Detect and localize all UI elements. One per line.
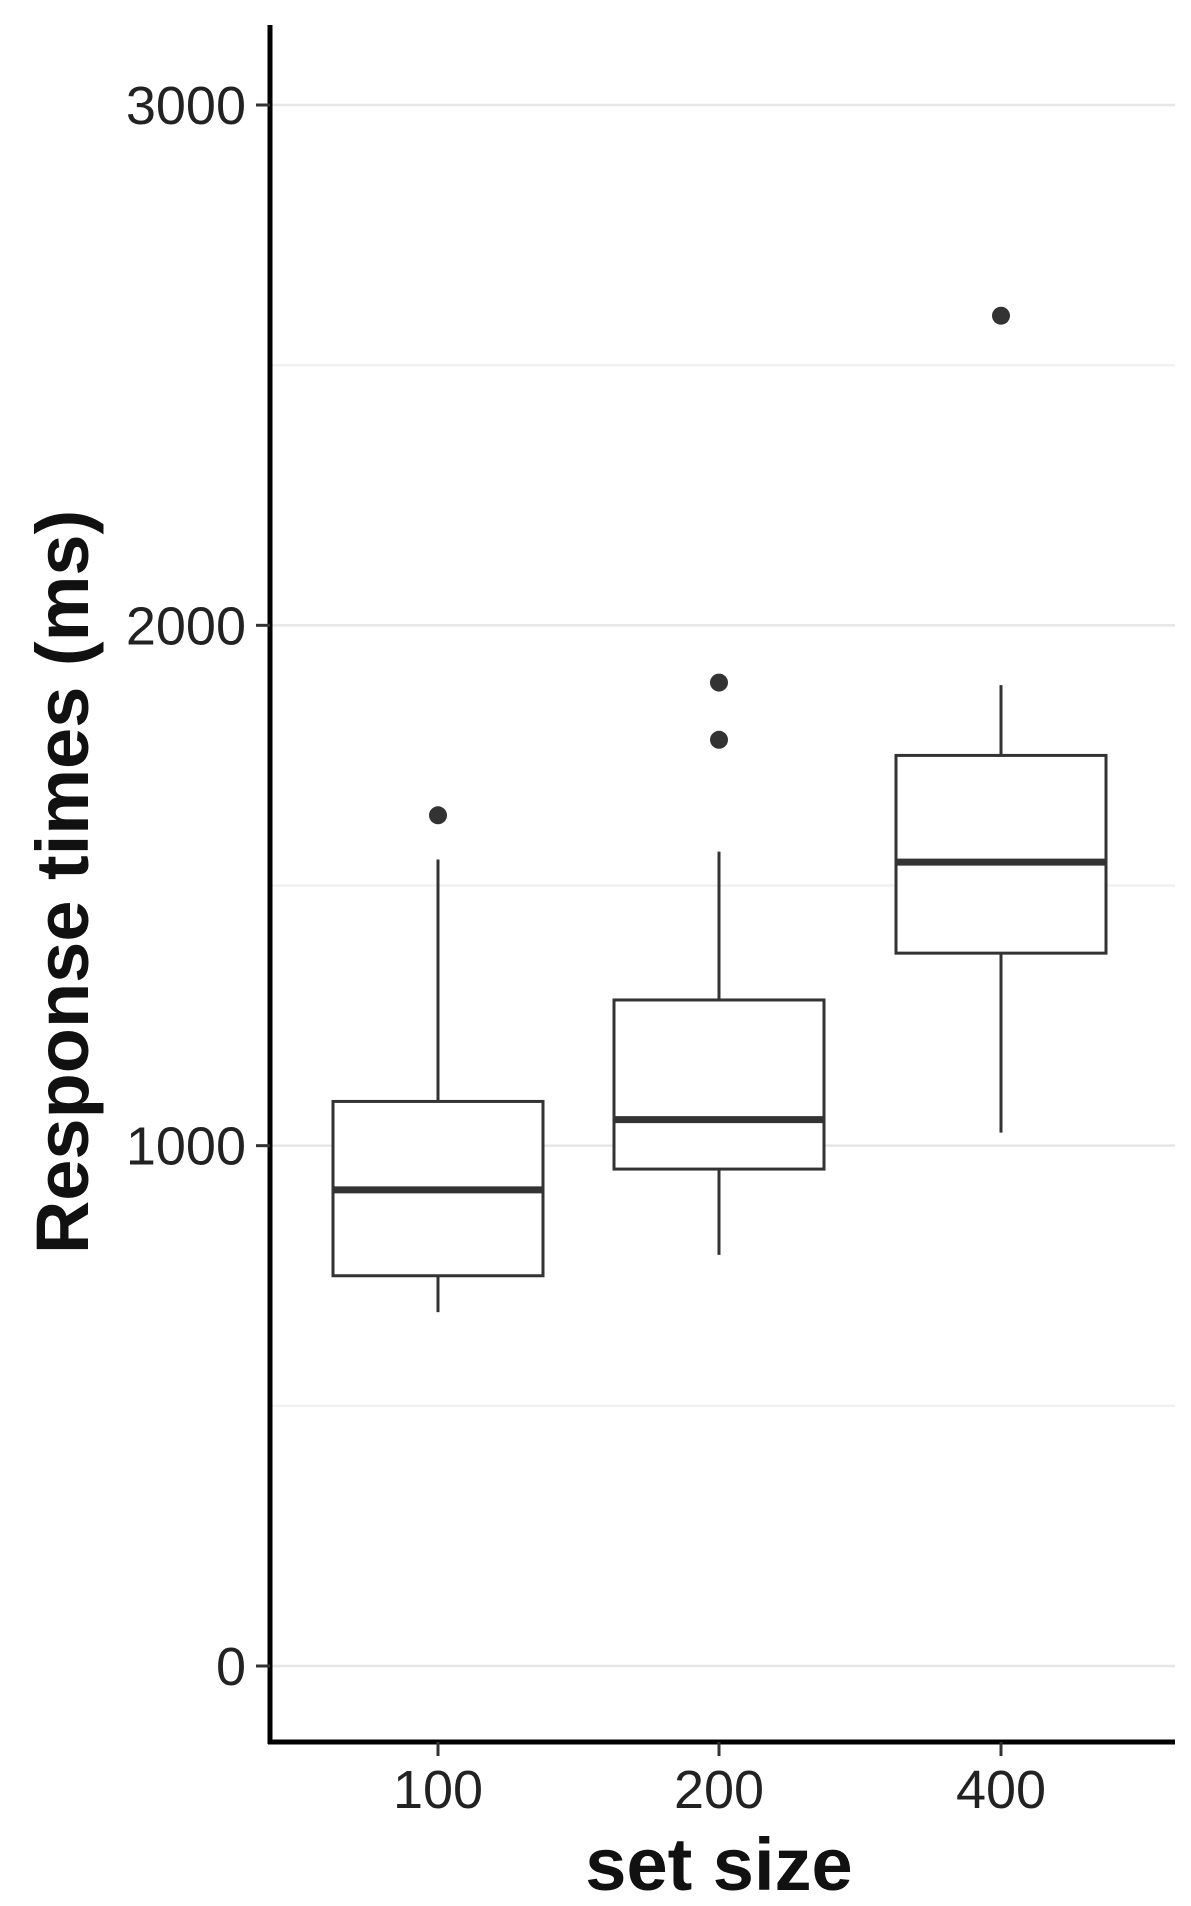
box-100 xyxy=(331,806,545,1313)
outlier-point xyxy=(710,673,728,692)
y-tick-label: 1000 xyxy=(126,1117,246,1177)
x-tick-label: 200 xyxy=(674,1760,764,1820)
box-400 xyxy=(894,306,1108,1133)
boxes xyxy=(331,306,1108,1313)
y-tick-label: 2000 xyxy=(126,596,246,656)
outlier-point xyxy=(429,806,447,825)
outlier-point xyxy=(992,306,1010,325)
axes xyxy=(267,25,1175,1745)
y-tick-label: 3000 xyxy=(126,76,246,136)
outlier-point xyxy=(710,730,728,749)
iqr-box xyxy=(612,998,826,1171)
box-200 xyxy=(612,673,826,1255)
x-axis-title: set size xyxy=(585,1823,852,1906)
y-tick-label: 0 xyxy=(216,1637,246,1697)
y-axis-title: Response times (ms) xyxy=(21,510,104,1254)
x-tick-label: 100 xyxy=(393,1760,483,1820)
x-tick-label: 400 xyxy=(956,1760,1046,1820)
tick-labels: 0 1000 2000 3000 100 200 400 xyxy=(126,76,1046,1820)
iqr-box xyxy=(894,753,1108,955)
